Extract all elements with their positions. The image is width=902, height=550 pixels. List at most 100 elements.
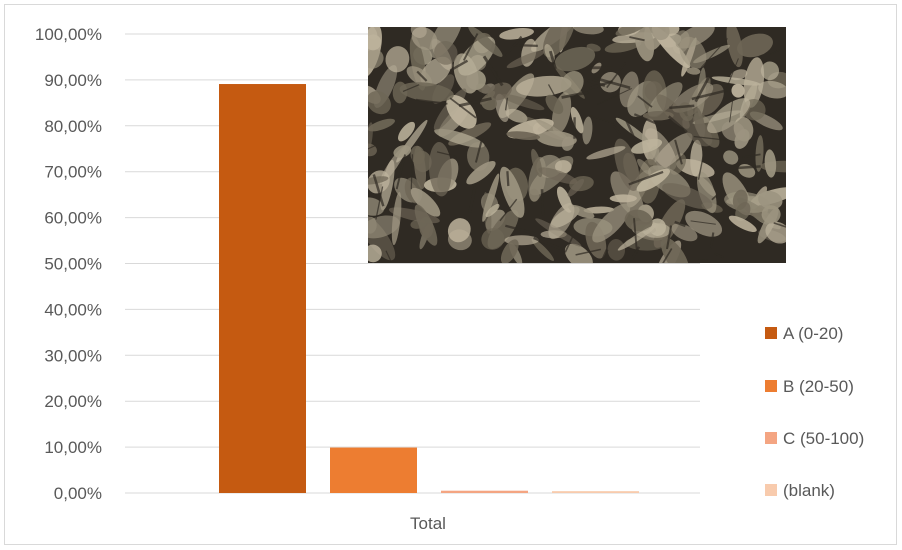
leaf-shape	[570, 106, 584, 134]
leaf-shape	[615, 117, 650, 143]
leaf-shadow	[633, 113, 661, 127]
dried-leaves-photo	[368, 27, 786, 263]
leaf-shape	[506, 131, 541, 140]
leaf-shape	[368, 34, 382, 51]
leaf-shadow	[633, 218, 638, 254]
leaf-shape	[651, 27, 670, 41]
leaf-shadow	[575, 248, 602, 256]
legend-swatch	[765, 432, 777, 444]
leaf-shape	[410, 145, 425, 165]
leaf-shape	[368, 90, 391, 115]
leaf-shape	[662, 183, 713, 210]
leaf-shadow	[713, 252, 724, 259]
leaf-shape	[586, 43, 601, 52]
legend-label: A (0-20)	[783, 324, 843, 343]
leaf-shape	[693, 44, 731, 64]
leaf-shadow	[505, 224, 537, 235]
leaf-shape	[656, 94, 690, 129]
leaf-shape	[368, 118, 396, 132]
leaf-shadow	[368, 145, 376, 150]
legend-swatch	[765, 380, 777, 392]
leaf-shape	[485, 203, 500, 218]
legend-swatch	[765, 327, 777, 339]
leaf-shape	[555, 160, 572, 174]
bars	[219, 84, 639, 493]
leaf-shadow	[587, 79, 606, 88]
leaf-shape	[609, 194, 637, 203]
leaf-shape	[554, 46, 596, 72]
leaf-shadow	[662, 248, 673, 263]
leaf-shape	[761, 205, 781, 224]
leaf-shape	[730, 69, 748, 81]
leaf-shape	[634, 27, 655, 62]
y-tick-label: 100,00%	[35, 25, 102, 44]
leaf-shape	[614, 138, 640, 191]
leaf-shape	[516, 75, 572, 97]
leaf-shadow	[415, 98, 448, 105]
leaf-shape	[368, 215, 400, 239]
leaf-shape	[380, 159, 395, 211]
leaf-shape	[607, 239, 626, 261]
leaf-shape	[653, 132, 693, 171]
y-tick-label: 10,00%	[44, 438, 102, 457]
leaf-shape	[567, 178, 585, 197]
leaf-shape	[531, 148, 543, 178]
leaf-shape	[615, 27, 648, 36]
y-axis-tick-labels: 0,00% 10,00% 20,00% 30,00% 40,00% 50,00% 60,00…	[35, 25, 102, 503]
leaf-shape	[545, 94, 564, 115]
leaf-shadow	[597, 87, 632, 105]
leaf-shape	[531, 238, 554, 261]
y-tick-label: 60,00%	[44, 209, 102, 228]
leaf-shape	[368, 122, 373, 156]
leaf-shape	[758, 80, 786, 99]
leaf-shadow	[729, 98, 734, 123]
leaf-shadow	[416, 70, 428, 82]
leaf-shape	[572, 27, 604, 35]
leaf-shape	[542, 27, 575, 58]
leaf-shape	[707, 98, 751, 134]
leaf-shadow	[691, 89, 728, 101]
leaf-shape	[760, 61, 780, 81]
leaf-shadow	[742, 153, 761, 159]
leaf-shape	[728, 215, 757, 232]
leaf-shadow	[474, 137, 484, 163]
leaf-shadow	[505, 35, 523, 57]
leaf-shape	[368, 49, 384, 69]
leaf-shape	[500, 239, 519, 263]
leaf-shadow	[729, 165, 761, 170]
leaf-shadow	[372, 174, 385, 207]
leaf-shadow	[625, 120, 638, 144]
leaf-shape	[410, 187, 441, 217]
leaf-shape	[721, 120, 746, 142]
leaf-shadow	[449, 59, 469, 72]
leaf-shadow	[629, 36, 645, 42]
leaf-shape	[685, 210, 723, 237]
leaf-shape	[723, 150, 739, 165]
y-tick-label: 30,00%	[44, 346, 102, 365]
leaf-shape	[398, 121, 415, 142]
leaf-shape	[631, 138, 663, 154]
legend-swatch	[765, 484, 777, 496]
leaf-shadow	[375, 186, 384, 220]
leaf-shape	[586, 146, 626, 160]
leaf-shape	[737, 33, 773, 58]
leaf-shape	[690, 139, 703, 177]
leaf-shape	[617, 225, 657, 251]
leaf-shape	[758, 190, 783, 210]
bar-blank	[552, 491, 639, 493]
leaf-shadow	[482, 55, 504, 87]
leaf-shape	[583, 206, 615, 214]
leaf-shape	[538, 167, 578, 185]
leaf-shadow	[700, 38, 728, 69]
leaf-shape	[764, 149, 777, 178]
leaf-shape	[536, 130, 577, 147]
leaf-shadow	[462, 33, 479, 61]
leaf-shape	[368, 27, 378, 40]
leaf-shadow	[594, 76, 631, 90]
leaf-shape	[466, 160, 496, 185]
legend: A (0-20) B (20-50) C (50-100) (blank)	[765, 324, 864, 500]
leaf-shape	[385, 46, 410, 73]
leaf-shape	[447, 229, 472, 251]
leaf-shadow	[540, 189, 545, 216]
